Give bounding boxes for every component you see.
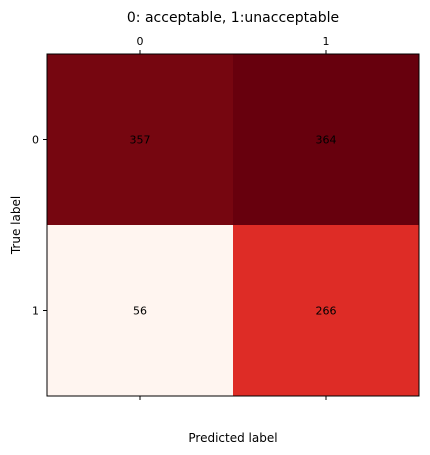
heatmap-cell xyxy=(233,54,419,225)
heatmap-cell xyxy=(47,225,233,396)
plot-frame xyxy=(46,53,420,397)
heatmap-axes: 0 1 0 1 xyxy=(32,35,330,400)
x-tick-label: 1 xyxy=(323,35,330,48)
x-axis-label: Predicted label xyxy=(188,431,277,445)
heatmap-cell xyxy=(47,54,233,225)
heatmap-cell-labels: 357 364 56 266 xyxy=(130,134,337,318)
y-tick-label: 1 xyxy=(32,305,39,318)
heatmap-cell xyxy=(233,225,419,396)
heatmap-cells xyxy=(47,54,419,396)
cell-value-label: 364 xyxy=(316,134,337,147)
cell-value-label: 357 xyxy=(130,134,151,147)
cell-value-label: 266 xyxy=(316,305,337,318)
y-axis-label: True label xyxy=(9,196,23,255)
y-tick-label: 0 xyxy=(32,134,39,147)
x-tick-label: 0 xyxy=(137,35,144,48)
cell-value-label: 56 xyxy=(133,305,147,318)
chart-title: 0: acceptable, 1:unacceptable xyxy=(127,10,339,26)
